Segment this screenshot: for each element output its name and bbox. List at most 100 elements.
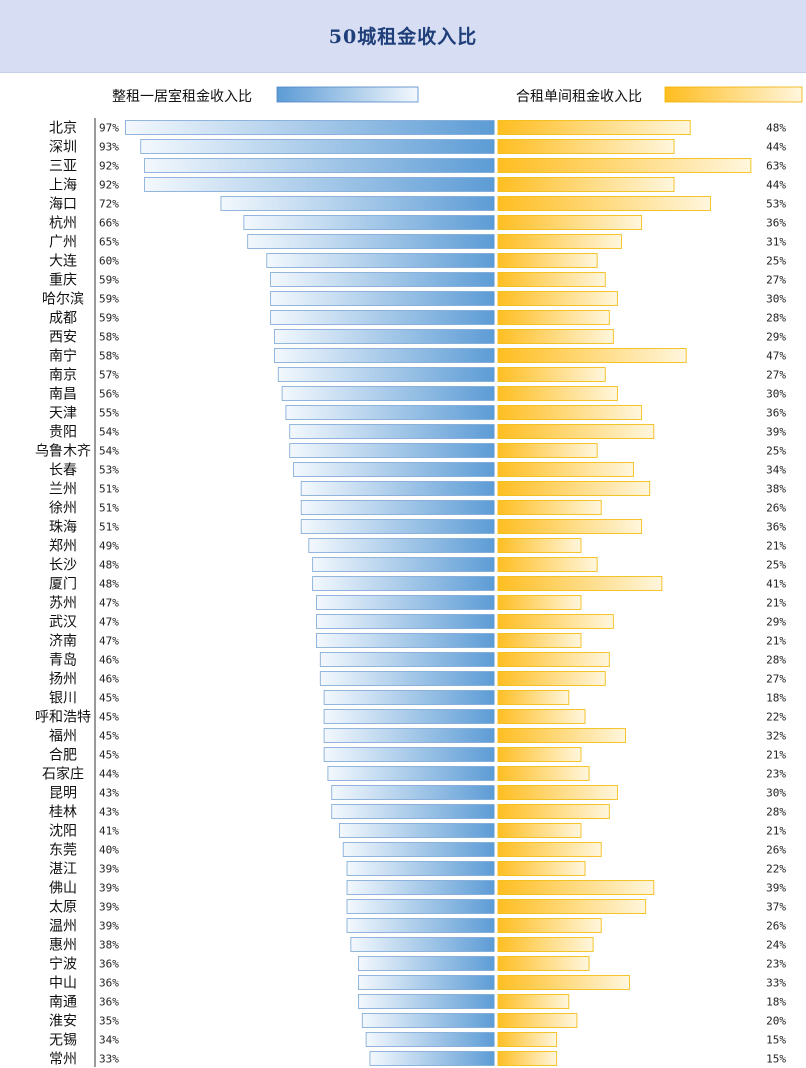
bar-right-22 xyxy=(495,538,582,553)
category-label-33: 合肥 xyxy=(49,748,77,764)
bar-left-7 xyxy=(266,253,497,268)
bar-left-16 xyxy=(289,424,497,439)
data-label-left-46: 36% xyxy=(99,996,119,1009)
data-label-right-5: 36% xyxy=(766,217,786,230)
category-label-7: 大连 xyxy=(49,254,77,270)
data-label-left-17: 54% xyxy=(99,445,119,458)
category-label-26: 武汉 xyxy=(49,615,77,631)
data-label-right-19: 38% xyxy=(766,483,786,496)
bar-left-38 xyxy=(342,842,497,857)
data-label-left-48: 34% xyxy=(99,1034,119,1047)
bar-right-38 xyxy=(495,842,602,857)
data-label-left-19: 51% xyxy=(99,483,119,496)
legend-swatch-left xyxy=(276,86,419,103)
data-label-left-15: 55% xyxy=(99,407,119,420)
category-label-14: 南昌 xyxy=(49,387,77,403)
category-label-31: 呼和浩特 xyxy=(35,710,91,726)
data-label-right-28: 28% xyxy=(766,654,786,667)
data-label-right-43: 24% xyxy=(766,939,786,952)
bar-right-20 xyxy=(495,500,602,515)
data-label-left-11: 58% xyxy=(99,331,119,344)
data-label-left-26: 47% xyxy=(99,616,119,629)
category-label-0: 北京 xyxy=(49,121,77,137)
category-label-5: 杭州 xyxy=(49,216,77,232)
data-label-left-25: 47% xyxy=(99,597,119,610)
data-label-right-1: 44% xyxy=(766,141,786,154)
data-label-right-27: 21% xyxy=(766,635,786,648)
category-label-28: 青岛 xyxy=(49,653,77,669)
category-label-16: 贵阳 xyxy=(49,425,77,441)
bar-right-5 xyxy=(495,215,643,230)
category-label-36: 桂林 xyxy=(49,805,77,821)
data-label-left-32: 45% xyxy=(99,730,119,743)
category-label-24: 厦门 xyxy=(49,577,77,593)
data-label-left-40: 39% xyxy=(99,882,119,895)
bar-right-2 xyxy=(495,158,752,173)
bar-left-32 xyxy=(323,728,497,743)
bar-left-41 xyxy=(346,899,497,914)
data-label-left-22: 49% xyxy=(99,540,119,553)
data-label-left-49: 33% xyxy=(99,1053,119,1066)
category-label-9: 哈尔滨 xyxy=(42,292,84,308)
data-label-left-3: 92% xyxy=(99,179,119,192)
category-label-12: 南宁 xyxy=(49,348,77,365)
bar-right-28 xyxy=(495,652,610,667)
bar-right-13 xyxy=(495,367,606,382)
bar-left-24 xyxy=(312,576,497,591)
legend-label-right: 合租单间租金收入比 xyxy=(516,89,642,105)
data-label-right-25: 21% xyxy=(766,597,786,610)
data-label-right-38: 26% xyxy=(766,844,786,857)
data-label-left-28: 46% xyxy=(99,654,119,667)
chart-title-bar xyxy=(0,0,806,73)
data-label-right-7: 25% xyxy=(766,255,786,268)
category-label-2: 三亚 xyxy=(49,159,77,175)
bar-left-1 xyxy=(140,139,497,154)
data-label-right-24: 41% xyxy=(766,578,786,591)
data-label-right-12: 47% xyxy=(766,350,786,363)
data-label-right-29: 27% xyxy=(766,673,786,686)
data-label-right-33: 21% xyxy=(766,749,786,762)
bar-right-33 xyxy=(495,747,582,762)
data-label-left-21: 51% xyxy=(99,521,119,534)
bar-right-39 xyxy=(495,861,586,876)
data-label-right-41: 37% xyxy=(766,901,786,914)
category-label-43: 惠州 xyxy=(49,938,77,954)
bar-left-46 xyxy=(358,994,497,1009)
bar-right-3 xyxy=(495,177,675,192)
category-label-45: 中山 xyxy=(49,976,77,992)
data-label-left-2: 92% xyxy=(99,160,119,173)
bar-right-36 xyxy=(495,804,610,819)
category-label-3: 上海 xyxy=(49,178,77,194)
bar-left-13 xyxy=(277,367,497,382)
data-label-right-37: 21% xyxy=(766,825,786,838)
category-label-40: 佛山 xyxy=(49,881,77,897)
data-label-left-5: 66% xyxy=(99,217,119,230)
data-label-left-6: 65% xyxy=(99,236,119,249)
bar-left-12 xyxy=(274,348,497,363)
data-label-left-29: 46% xyxy=(99,673,119,686)
bar-right-16 xyxy=(495,424,655,439)
bar-left-25 xyxy=(316,595,497,610)
bar-right-9 xyxy=(495,291,618,306)
bar-right-29 xyxy=(495,671,606,686)
data-label-left-47: 35% xyxy=(99,1015,119,1028)
data-label-left-14: 56% xyxy=(99,388,119,401)
bar-right-27 xyxy=(495,633,582,648)
category-label-42: 温州 xyxy=(49,919,77,935)
bar-right-41 xyxy=(495,899,647,914)
bar-right-12 xyxy=(495,348,687,363)
series-left-bars xyxy=(125,120,497,1066)
category-label-1: 深圳 xyxy=(49,140,77,156)
bar-right-4 xyxy=(495,196,711,211)
bar-left-33 xyxy=(323,747,497,762)
data-label-left-18: 53% xyxy=(99,464,119,477)
legend-label-left: 整租一居室租金收入比 xyxy=(112,88,252,105)
data-label-left-0: 97% xyxy=(99,122,119,135)
data-label-right-13: 27% xyxy=(766,369,786,382)
category-label-39: 湛江 xyxy=(49,862,77,878)
data-label-left-42: 39% xyxy=(99,920,119,933)
category-label-25: 苏州 xyxy=(49,596,77,612)
bar-left-4 xyxy=(220,196,497,211)
bar-left-11 xyxy=(274,329,497,344)
